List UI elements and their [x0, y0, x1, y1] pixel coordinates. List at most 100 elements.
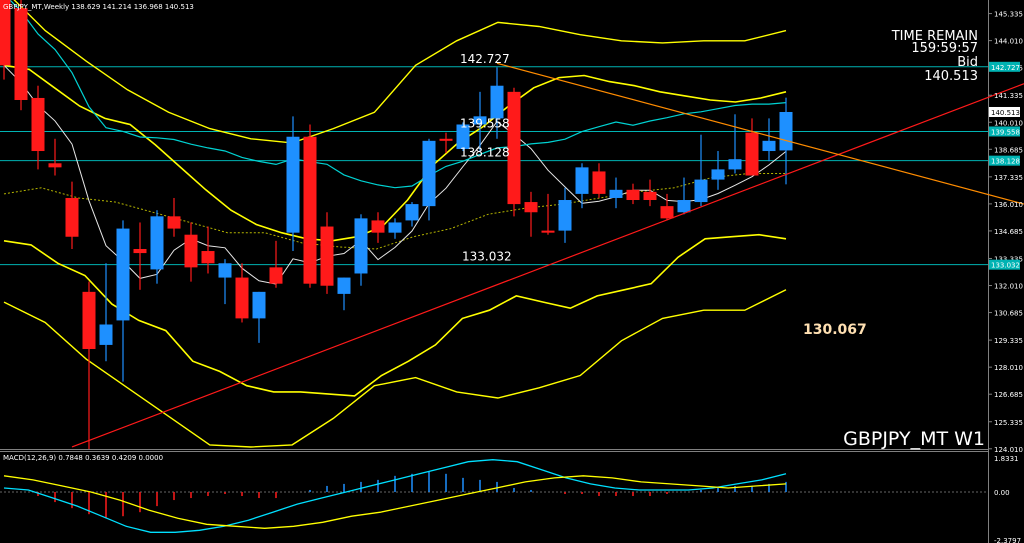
- y-tick-label: 128.010: [994, 364, 1023, 372]
- level-labels: 142.727 139.558 138.128 133.032: [460, 52, 512, 264]
- bear-candle: [31, 97, 45, 152]
- bull-candle: [422, 140, 436, 207]
- bollinger-bands: [3, 0, 787, 448]
- bear-candle: [0, 0, 11, 66]
- price-tag: 142.727: [991, 64, 1020, 72]
- band-inner-lower: [3, 233, 787, 397]
- y-tick-label: 129.335: [994, 337, 1023, 345]
- band-mid: [3, 173, 786, 250]
- bear-candle: [439, 138, 453, 141]
- bull-candle: [150, 216, 164, 270]
- band-outer-lower: [3, 289, 787, 448]
- macd-y-tick-label: 1.8331: [994, 455, 1019, 463]
- symbol-watermark: GBPJPY_MT W1: [843, 428, 985, 450]
- y-tick-label: 145.335: [994, 11, 1023, 19]
- y-tick-label: 137.335: [994, 174, 1023, 182]
- price-panel: [0, 0, 989, 543]
- price-tag-bg: [989, 126, 1020, 137]
- y-tick-label: 126.685: [994, 391, 1023, 399]
- trendline-resistance: [496, 62, 1024, 205]
- trendlines: [71, 62, 1024, 448]
- bull-candle: [252, 291, 266, 319]
- bear-candle: [201, 251, 215, 264]
- y-tick-label: 124.010: [994, 446, 1023, 454]
- band-outer-upper: [13, 0, 787, 144]
- time-remain-value: 159:59:57: [911, 41, 978, 56]
- bid-label: Bid: [957, 55, 978, 70]
- y-tick-label: 140.010: [994, 119, 1023, 127]
- price-tag: 139.558: [991, 128, 1020, 136]
- bear-candle: [541, 230, 555, 233]
- bear-candle: [269, 267, 283, 284]
- bull-candle: [694, 179, 708, 203]
- bull-candle: [473, 116, 487, 125]
- bear-candle: [320, 226, 334, 286]
- bear-candle: [48, 163, 62, 168]
- level-label: 138.128: [460, 146, 510, 160]
- price-axis: 145.335144.010142.685141.335140.010138.6…: [988, 11, 1023, 454]
- price-tag: 140.513: [991, 109, 1020, 117]
- bull-candle: [405, 204, 419, 221]
- bull-candle: [779, 111, 793, 151]
- bull-candle: [490, 85, 504, 119]
- bull-candle: [677, 200, 691, 213]
- bull-candle: [711, 169, 725, 180]
- bull-candle: [354, 218, 368, 274]
- bear-candle: [303, 136, 317, 284]
- price-tag: 133.032: [991, 262, 1020, 270]
- bear-candle: [660, 206, 674, 219]
- band-inner-upper: [3, 64, 787, 242]
- bull-candle: [99, 324, 113, 345]
- bear-candle: [507, 91, 521, 205]
- bull-candle: [388, 222, 402, 233]
- level-label: 133.032: [462, 250, 512, 264]
- y-tick-label: 130.685: [994, 310, 1023, 318]
- y-tick-label: 144.010: [994, 38, 1023, 46]
- bull-candle: [337, 277, 351, 294]
- bear-candle: [643, 191, 657, 201]
- level-label: 139.558: [460, 116, 510, 130]
- macd-title: MACD(12,26,9) 0.7848 0.3639 0.4209 0.000…: [3, 454, 163, 462]
- bull-candle: [456, 124, 470, 149]
- price-tag-bg: [989, 259, 1020, 270]
- bear-candle: [82, 291, 96, 349]
- bull-candle: [728, 159, 742, 170]
- bear-candle: [65, 197, 79, 237]
- macd-y-tick-label: 0.00: [994, 489, 1010, 497]
- bull-candle: [558, 200, 572, 231]
- price-tag-bg: [989, 106, 1020, 117]
- cyan-moving-average: [9, 0, 787, 189]
- y-tick-label: 132.010: [994, 283, 1023, 291]
- bear-candle: [745, 132, 759, 176]
- level-label: 142.727: [460, 52, 510, 66]
- bear-candle: [592, 171, 606, 194]
- bear-candle: [167, 216, 181, 229]
- price-tag-bg: [989, 61, 1020, 72]
- chart-header: GBPJPY_MT,Weekly 138.629 141.214 136.968…: [3, 3, 194, 11]
- bear-candle: [133, 248, 147, 254]
- y-tick-label: 141.335: [994, 92, 1023, 100]
- trendline-support: [71, 83, 1024, 448]
- y-tick-label: 138.685: [994, 146, 1023, 154]
- bear-candle: [626, 189, 640, 201]
- y-tick-label: 125.335: [994, 419, 1023, 427]
- time-remain-label: TIME REMAIN: [891, 29, 978, 44]
- macd-panel: 1.8331 0.00 -2.3797: [0, 455, 1021, 543]
- center-price-label: 130.067: [803, 322, 867, 338]
- signal-line: [3, 475, 787, 529]
- bear-candle: [371, 220, 385, 233]
- bull-candle: [286, 136, 300, 233]
- price-tag: 138.128: [991, 158, 1020, 166]
- bear-candle: [524, 202, 538, 213]
- bear-candle: [184, 234, 198, 268]
- price-tag-bg: [989, 155, 1020, 166]
- bull-candle: [218, 263, 232, 278]
- y-tick-label: 133.335: [994, 255, 1023, 263]
- bull-candle: [609, 189, 623, 198]
- bid-value: 140.513: [924, 69, 978, 84]
- bear-candle: [235, 277, 249, 319]
- bear-candle: [14, 8, 28, 101]
- bull-candle: [116, 228, 130, 321]
